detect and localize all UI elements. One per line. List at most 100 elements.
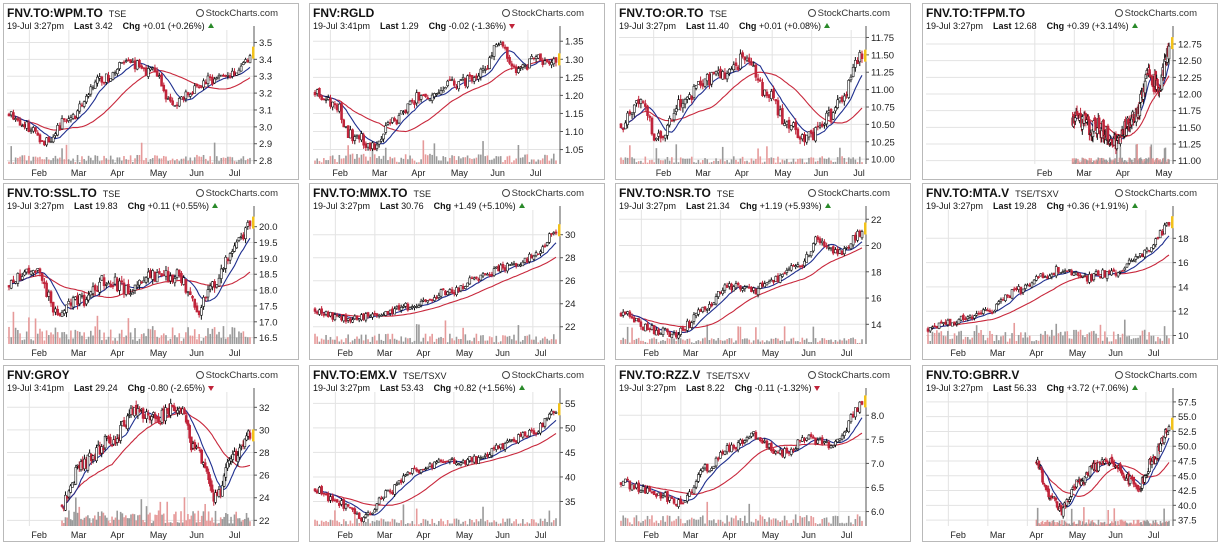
- volume-bar: [407, 523, 409, 526]
- volume-bar: [99, 516, 101, 526]
- candle-body: [461, 460, 465, 463]
- candle-body: [639, 490, 643, 493]
- candle-body: [129, 59, 132, 63]
- volume-bar: [433, 143, 436, 164]
- volume-bar: [1143, 520, 1146, 526]
- candle-body: [674, 332, 678, 338]
- y-tick-label: 47.5: [1178, 457, 1197, 468]
- candle-body: [318, 309, 321, 315]
- volume-bar: [411, 158, 414, 164]
- volume-bar: [426, 155, 429, 164]
- volume-bar: [118, 519, 120, 526]
- volume-bar: [1078, 162, 1081, 164]
- volume-bar: [83, 332, 85, 344]
- chart-symbol: FNV.TO:GBRR.V: [926, 368, 1019, 382]
- volume-bar: [682, 158, 684, 164]
- candle-body: [1077, 272, 1080, 276]
- y-tick-label: 24: [259, 493, 270, 504]
- stockcharts-logo-icon: [1114, 9, 1123, 17]
- chart-panel[interactable]: FNV.TO:GBRR.V StockCharts.com 19-Jul 3:27p…: [922, 365, 1218, 542]
- symbol-text: FNV.TO:SSL.TO: [7, 186, 97, 200]
- candle-body: [1122, 475, 1126, 479]
- candle-body: [441, 90, 445, 93]
- last-price-marker: [864, 222, 867, 235]
- volume-bar: [728, 162, 731, 164]
- chart-panel[interactable]: FNV.TO:RZZ.V TSE/TSXV StockCharts.com 19-Ju…: [615, 365, 911, 542]
- candle-body: [847, 420, 851, 432]
- candle-body: [481, 68, 485, 71]
- volume-bar: [185, 156, 187, 164]
- volume-bar: [125, 335, 127, 344]
- volume-bar: [130, 514, 132, 526]
- candle-body: [541, 422, 545, 428]
- candle-body: [315, 311, 319, 314]
- candle-body: [450, 457, 454, 460]
- chart-panel[interactable]: FNV.TO:SSL.TO TSE StockCharts.com 19-Jul 3:…: [3, 183, 299, 360]
- candle-body: [448, 79, 452, 81]
- chart-panel[interactable]: FNV.TO:OR.TO TSE StockCharts.com 19-Jul 3:2…: [615, 3, 911, 180]
- volume-bar: [62, 522, 65, 526]
- volume-bar: [1051, 329, 1053, 344]
- candle-body: [801, 437, 804, 442]
- chart-panel[interactable]: FNV:GROY StockCharts.com 19-Jul 3:41pm Last…: [3, 365, 299, 542]
- volume-bar: [1066, 523, 1068, 526]
- volume-bar: [757, 339, 759, 344]
- candle-body: [534, 252, 538, 257]
- candle-body: [486, 453, 489, 457]
- volume-bar: [429, 336, 431, 344]
- volume-bar: [526, 335, 529, 344]
- candle-body: [499, 264, 503, 273]
- chart-panel[interactable]: FNV.TO:EMX.V TSE/TSXV StockCharts.com 19-Ju…: [309, 365, 605, 542]
- volume-bar: [438, 521, 440, 526]
- candle-body: [200, 307, 203, 316]
- candle-body: [550, 62, 553, 66]
- volume-bar: [471, 519, 473, 526]
- chart-panel[interactable]: FNV.TO:WPM.TO TSE StockCharts.com 19-Jul 3:…: [3, 3, 299, 180]
- chg-label: Chg: [1046, 383, 1065, 393]
- candle-body: [207, 471, 210, 481]
- candle-body: [200, 449, 204, 464]
- volume-bar: [648, 160, 651, 164]
- volume-bar: [373, 335, 376, 344]
- y-tick-label: 50: [565, 423, 576, 434]
- chart-panel[interactable]: FNV.TO:MTA.V TSE/TSXV StockCharts.com 19-Ju…: [922, 183, 1218, 360]
- volume-bar: [546, 521, 548, 526]
- candle-body: [89, 86, 93, 95]
- x-tick-label: Feb: [656, 168, 672, 178]
- volume-bar: [779, 162, 781, 164]
- chart-panel[interactable]: FNV.TO:MMX.TO TSE StockCharts.com 19-Jul 3:…: [309, 183, 605, 360]
- price-chart: Feb Mar Apr May Jun Jul1.351.301.251.201.151.…: [313, 26, 584, 178]
- candle-body: [362, 134, 365, 146]
- volume-bar: [73, 511, 75, 526]
- chart-panel[interactable]: FNV.TO:NSR.TO TSE StockCharts.com 19-Jul 3:…: [615, 183, 911, 360]
- candle-body: [552, 58, 556, 65]
- candle-body: [497, 44, 500, 47]
- volume-bar: [768, 158, 770, 164]
- volume-bar: [356, 154, 358, 164]
- candle-body: [122, 61, 126, 64]
- volume-bar: [140, 499, 143, 526]
- volume-bar: [552, 334, 555, 344]
- candle-body: [96, 290, 99, 292]
- chart-panel[interactable]: FNV.TO:TFPM.TO StockCharts.com 19-Jul 3:27…: [922, 3, 1218, 180]
- volume-bar: [1055, 323, 1058, 344]
- last-label: Last: [686, 201, 705, 211]
- stockcharts-brand: StockCharts.com: [1114, 370, 1197, 381]
- ma-long-line: [8, 70, 251, 131]
- candle-body: [371, 512, 374, 515]
- candle-body: [635, 100, 638, 104]
- volume-bar: [156, 336, 158, 344]
- volume-bar: [510, 339, 513, 344]
- volume-bar: [1165, 161, 1168, 164]
- last-value: 30.76: [401, 201, 424, 211]
- volume-bar: [693, 342, 695, 344]
- volume-bar: [763, 518, 766, 526]
- volume-bar: [97, 511, 100, 526]
- volume-bar: [735, 340, 737, 344]
- volume-bar: [43, 340, 46, 344]
- volume-bar: [1168, 338, 1170, 344]
- candle-body: [1088, 466, 1092, 477]
- candle-body: [512, 263, 516, 265]
- stockcharts-logo-icon: [195, 371, 204, 379]
- chart-panel[interactable]: FNV:RGLD StockCharts.com 19-Jul 3:41pm Last…: [309, 3, 605, 180]
